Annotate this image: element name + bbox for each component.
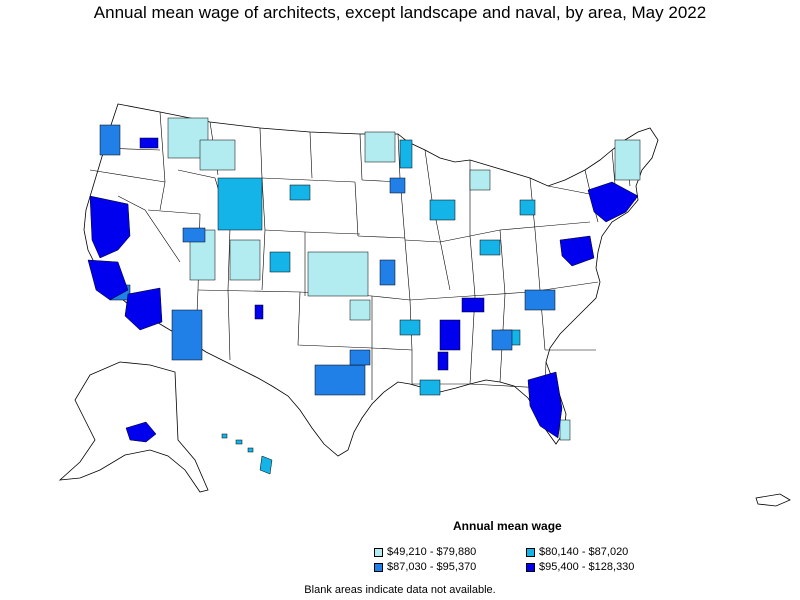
hawaii-islands [221,433,273,475]
region-band4 [527,371,563,439]
legend-swatch-band4 [526,563,535,572]
legend-label-band3: $87,030 - $95,370 [387,561,477,573]
region-band4 [587,181,639,223]
legend-item-band2: $80,140 - $87,020 [526,546,628,559]
region-band1 [217,177,263,231]
legend-label-band2: $80,140 - $87,020 [539,546,629,558]
region-band4 [125,421,157,443]
region-band2 [479,239,501,256]
region-band3 [182,227,206,243]
wage-regions [87,117,641,441]
region-band4 [87,259,129,301]
region-band3 [349,349,371,366]
region-band4 [254,304,264,320]
region-band2 [399,139,413,169]
region-band4 [437,351,449,371]
region-band4 [89,195,131,259]
legend-label-band1: $49,210 - $79,880 [387,546,477,558]
region-band1 [229,239,261,281]
region-band3 [491,329,513,351]
region-band2 [269,251,291,273]
region-band2 [419,379,441,396]
region-band3 [379,259,396,286]
region-band3 [524,289,556,311]
footnote: Blank areas indicate data not available. [304,584,496,596]
region-band1 [199,139,236,171]
region-band4 [439,319,461,351]
region-band4 [461,297,485,313]
legend-title: Annual mean wage [453,519,562,533]
legend-swatch-band3 [374,563,383,572]
region-band2 [289,184,311,201]
region-band1 [469,169,491,191]
region-band1 [349,299,371,321]
map-title: Annual mean wage of architects, except l… [93,3,707,22]
region-band2 [399,319,421,336]
region-band1 [307,251,369,297]
region-band1 [559,419,571,441]
region-band1 [364,131,396,163]
region-band3 [171,309,203,361]
region-band2 [519,199,536,216]
region-band4 [124,287,163,331]
region-band2 [429,199,456,221]
legend-swatch-band2 [526,548,535,557]
region-band3 [99,124,121,156]
region-band4 [139,137,159,149]
region-band3 [389,177,406,194]
region-band4 [559,235,595,267]
region-band3 [314,364,366,396]
region-band1 [614,139,641,181]
legend-item-band1: $49,210 - $79,880 [374,546,476,559]
puerto-rico-outline [755,493,791,507]
legend-item-band4: $95,400 - $128,330 [526,561,634,574]
legend-label-band4: $95,400 - $128,330 [539,561,635,573]
legend-item-band3: $87,030 - $95,370 [374,561,476,574]
legend-swatch-band1 [374,548,383,557]
